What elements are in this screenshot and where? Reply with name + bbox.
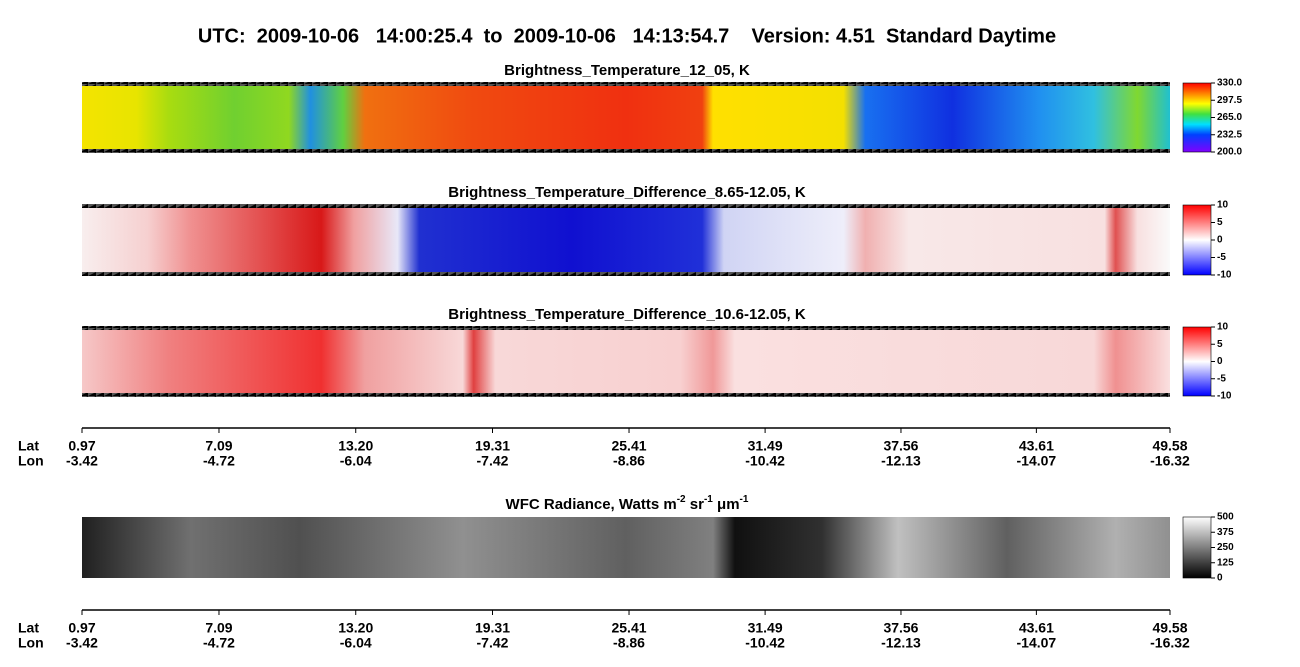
panel-title: Brightness_Temperature_Difference_8.65-1… [448, 184, 806, 201]
title-part: sr [686, 496, 705, 513]
panel-title: Brightness_Temperature_12_05, K [504, 62, 750, 79]
lon-tick-label: -10.42 [745, 453, 785, 469]
lat-tick-label: 43.61 [1019, 438, 1054, 454]
colorbar-tick-label: 375 [1217, 527, 1234, 538]
colorbar-tick-label: 500 [1217, 512, 1234, 523]
colorbar-tick-label: 0 [1217, 356, 1223, 367]
track-edge [82, 149, 1170, 153]
lat-tick-label: 43.61 [1019, 620, 1054, 636]
colorbar-tick-label: 5 [1217, 217, 1223, 228]
lat-tick-label: 31.49 [748, 620, 783, 636]
title-part: -1 [704, 494, 713, 505]
lon-tick-label: -3.42 [66, 635, 98, 651]
lon-tick-label: -8.86 [613, 453, 645, 469]
image-panel [82, 83, 1170, 152]
colorbar-tick-label: -5 [1217, 373, 1226, 384]
colorbar-tick-label: 0 [1217, 573, 1223, 584]
lon-tick-label: -7.42 [477, 453, 509, 469]
colorbar-tick-label: 10 [1217, 200, 1229, 211]
panel-title: Brightness_Temperature_Difference_10.6-1… [448, 306, 806, 323]
lat-tick-label: 13.20 [338, 438, 373, 454]
lat-tick-label: 25.41 [611, 438, 646, 454]
lat-tick-label: 49.58 [1152, 620, 1187, 636]
lat-tick-label: 0.97 [68, 620, 95, 636]
track-edge [82, 272, 1170, 276]
colorbar-tick-label: 125 [1217, 557, 1234, 568]
title-part: Brightness_Temperature_12_05, K [504, 62, 750, 79]
lon-tick-label: -16.32 [1150, 453, 1190, 469]
image-panel [82, 517, 1170, 578]
colorbar-tick-label: 232.5 [1217, 129, 1242, 140]
lon-tick-label: -16.32 [1150, 635, 1190, 651]
image-panel [82, 327, 1170, 396]
colorbar [1182, 82, 1212, 153]
lat-tick-label: 25.41 [611, 620, 646, 636]
lon-tick-label: -14.07 [1017, 453, 1057, 469]
colorbar-tick-label: -5 [1217, 252, 1226, 263]
title-part: -1 [740, 494, 749, 505]
title-part: μm [713, 496, 740, 513]
lon-tick-label: -6.04 [340, 453, 372, 469]
colorbar [1182, 204, 1212, 276]
lat-tick-label: 19.31 [475, 438, 510, 454]
lon-tick-label: -7.42 [477, 635, 509, 651]
colorbar-tick-label: 10 [1217, 322, 1229, 333]
lat-tick-label: 13.20 [338, 620, 373, 636]
track-edge [82, 82, 1170, 86]
track-edge [82, 326, 1170, 330]
colorbar-tick-label: 0 [1217, 235, 1223, 246]
lon-tick-label: -14.07 [1017, 635, 1057, 651]
title-part: Brightness_Temperature_Difference_10.6-1… [448, 306, 806, 323]
title-part: Brightness_Temperature_Difference_8.65-1… [448, 184, 806, 201]
lat-tick-label: 0.97 [68, 438, 95, 454]
lat-label: Lat [18, 438, 39, 454]
panel-title: WFC Radiance, Watts m-2 sr-1 μm-1 [506, 494, 749, 513]
lon-tick-label: -4.72 [203, 453, 235, 469]
lon-label: Lon [18, 453, 44, 469]
colorbar-tick-label: 200.0 [1217, 147, 1242, 158]
colorbar [1182, 516, 1212, 579]
lat-tick-label: 37.56 [883, 620, 918, 636]
lon-tick-label: -8.86 [613, 635, 645, 651]
colorbar-tick-label: 297.5 [1217, 95, 1242, 106]
lon-tick-label: -3.42 [66, 453, 98, 469]
image-panel [82, 205, 1170, 275]
lat-tick-label: 31.49 [748, 438, 783, 454]
lon-label: Lon [18, 635, 44, 651]
lat-tick-label: 7.09 [205, 620, 232, 636]
colorbar-tick-label: -10 [1217, 391, 1232, 402]
colorbar-tick-label: -10 [1217, 270, 1232, 281]
colorbar-tick-label: 330.0 [1217, 78, 1242, 89]
figure-title: UTC: 2009-10-06 14:00:25.4 to 2009-10-06… [198, 25, 1056, 47]
lat-tick-label: 49.58 [1152, 438, 1187, 454]
lon-tick-label: -6.04 [340, 635, 372, 651]
lon-tick-label: -10.42 [745, 635, 785, 651]
colorbar-tick-label: 265.0 [1217, 112, 1242, 123]
title-part: WFC Radiance, Watts m [506, 496, 677, 513]
lat-tick-label: 7.09 [205, 438, 232, 454]
track-edge [82, 204, 1170, 208]
colorbar [1182, 326, 1212, 397]
lat-tick-label: 37.56 [883, 438, 918, 454]
title-part: -2 [677, 494, 686, 505]
lon-tick-label: -12.13 [881, 453, 921, 469]
lon-tick-label: -4.72 [203, 635, 235, 651]
colorbar-tick-label: 5 [1217, 339, 1223, 350]
lat-tick-label: 19.31 [475, 620, 510, 636]
lat-label: Lat [18, 620, 39, 636]
track-edge [82, 393, 1170, 397]
colorbar-tick-label: 250 [1217, 542, 1234, 553]
lon-tick-label: -12.13 [881, 635, 921, 651]
